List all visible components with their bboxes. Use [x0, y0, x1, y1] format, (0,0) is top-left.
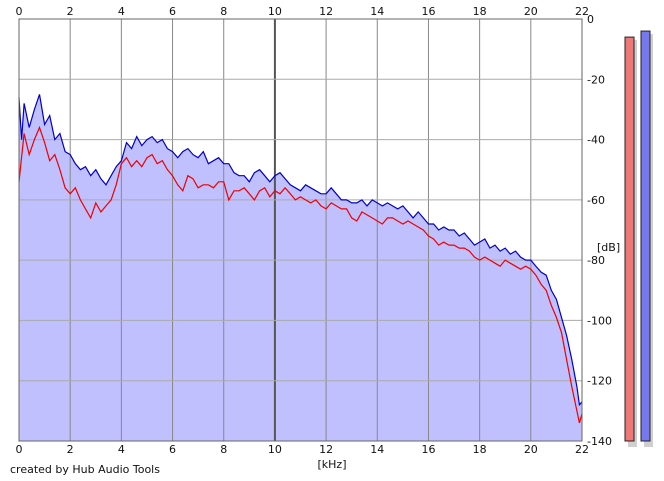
level-meter-bar: [640, 30, 651, 442]
x-tick-label: 16: [421, 443, 435, 456]
y-axis-label: [dB]: [597, 241, 620, 254]
y-tick-label: -140: [587, 435, 612, 448]
level-meters: [624, 30, 653, 448]
x-tick-label: 8: [220, 443, 227, 456]
x-tick-label: 2: [67, 5, 74, 18]
credit-text: created by Hub Audio Tools: [10, 463, 160, 476]
x-tick-label: 14: [370, 5, 384, 18]
x-tick-label: 20: [524, 443, 538, 456]
x-tick-label: 2: [67, 443, 74, 456]
x-tick-label: 10: [268, 443, 282, 456]
spectrum-area: [19, 94, 582, 442]
y-tick-label: -40: [587, 134, 605, 147]
y-tick-label: -20: [587, 73, 605, 86]
spectrum-fill: [19, 94, 582, 442]
x-tick-label: 4: [118, 5, 125, 18]
y-tick-label: -120: [587, 375, 612, 388]
x-tick-label: 0: [16, 443, 23, 456]
series-line: [18, 94, 583, 407]
series-line: [18, 125, 583, 424]
x-tick-label: 6: [169, 443, 176, 456]
x-tick-label: 4: [118, 443, 125, 456]
x-tick-label: 18: [473, 443, 487, 456]
x-tick-label: 0: [16, 5, 23, 18]
x-tick-label: 20: [524, 5, 538, 18]
y-tick-label: -60: [587, 194, 605, 207]
x-tick-label: 12: [319, 5, 333, 18]
x-tick-label: 22: [575, 5, 589, 18]
x-tick-labels-top: 0 2 4 6 8 10 12 14 16 18 20 22: [16, 5, 590, 18]
y-tick-labels: 0 -20 -40 -60 -80 -100 -120 -140: [587, 13, 612, 448]
level-meter-bar: [624, 36, 635, 442]
x-tick-label: 8: [220, 5, 227, 18]
x-tick-label: 22: [575, 443, 589, 456]
x-tick-label: 6: [169, 5, 176, 18]
series-lines: [18, 94, 583, 424]
x-tick-label: 10: [268, 5, 282, 18]
x-tick-label: 12: [319, 443, 333, 456]
x-axis-label: [kHz]: [318, 458, 347, 471]
x-tick-labels-bottom: 0 2 4 6 8 10 12 14 16 18 20 22: [16, 443, 590, 456]
x-tick-label: 16: [421, 5, 435, 18]
y-tick-label: 0: [587, 13, 594, 26]
y-tick-label: -80: [587, 254, 605, 267]
plot-frame: [18, 18, 583, 442]
y-tick-label: -100: [587, 314, 612, 327]
x-tick-label: 14: [370, 443, 384, 456]
x-tick-label: 18: [473, 5, 487, 18]
